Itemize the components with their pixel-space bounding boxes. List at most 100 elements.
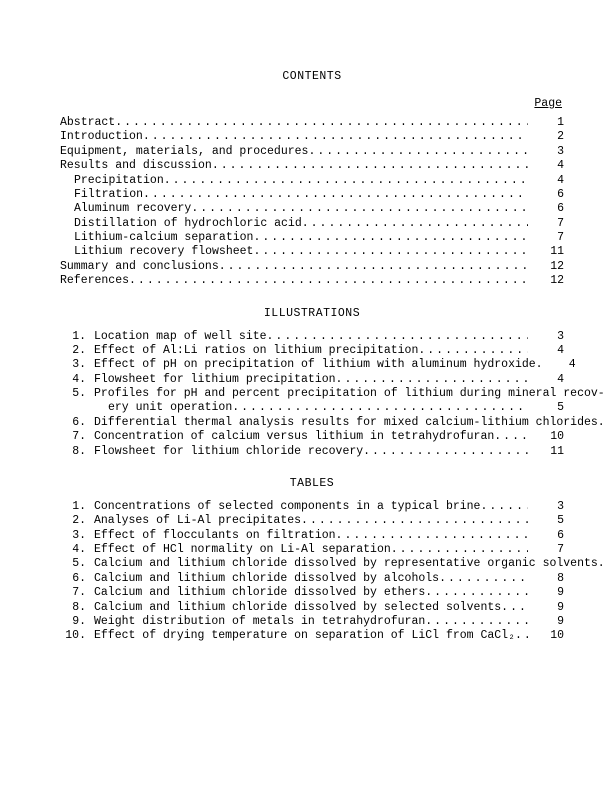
toc-row: Lithium-calcium separation7: [60, 231, 564, 245]
toc-row: 1.Concentrations of selected components …: [60, 500, 564, 514]
toc-label: Analyses of Li-Al precipitates: [94, 514, 301, 528]
toc-row: ery unit operation5: [60, 401, 564, 415]
toc-leader: [115, 116, 528, 130]
toc-label: Weight distribution of metals in tetrahy…: [94, 615, 425, 629]
toc-row: Aluminum recovery6: [60, 202, 564, 216]
toc-page: 8: [528, 572, 564, 586]
toc-page: 7: [528, 543, 564, 557]
toc-row: 8.Calcium and lithium chloride dissolved…: [60, 601, 564, 615]
toc-leader: [494, 430, 528, 444]
toc-leader: [515, 629, 528, 643]
contents-heading: CONTENTS: [60, 70, 564, 83]
toc-label: References: [60, 274, 129, 288]
toc-row: 4.Flowsheet for lithium precipitation4: [60, 373, 564, 387]
toc-number: 9.: [60, 615, 94, 629]
toc-label: Summary and conclusions: [60, 260, 219, 274]
toc-label: Flowsheet for lithium precipitation: [94, 373, 336, 387]
toc-label: Effect of HCl normality on Li-Al separat…: [94, 543, 391, 557]
toc-row: 6.Calcium and lithium chloride dissolved…: [60, 572, 564, 586]
toc-leader: [301, 514, 528, 528]
toc-label: Calcium and lithium chloride dissolved b…: [94, 572, 439, 586]
page-column-label: Page: [60, 97, 564, 110]
toc-leader: [219, 260, 528, 274]
toc-row: 8.Flowsheet for lithium chloride recover…: [60, 445, 564, 459]
toc-row: 1.Location map of well site3: [60, 330, 564, 344]
toc-page: 9: [528, 615, 564, 629]
toc-label: Concentration of calcium versus lithium …: [94, 430, 494, 444]
toc-page: 9: [605, 416, 612, 430]
toc-number: 6.: [60, 416, 94, 430]
toc-number: 4.: [60, 543, 94, 557]
toc-label: Filtration: [60, 188, 143, 202]
toc-label: Distillation of hydrochloric acid: [60, 217, 302, 231]
toc-row: 9.Weight distribution of metals in tetra…: [60, 615, 564, 629]
toc-leader: [253, 231, 528, 245]
tables-list: 1.Concentrations of selected components …: [60, 500, 564, 644]
toc-row: Summary and conclusions12: [60, 260, 564, 274]
page-container: CONTENTS Page Abstract1Introduction2Equi…: [0, 0, 612, 644]
toc-label: Effect of pH on precipitation of lithium…: [94, 358, 536, 372]
toc-page: 7: [528, 217, 564, 231]
toc-number: 3.: [60, 358, 94, 372]
toc-number: 3.: [60, 529, 94, 543]
toc-label: Calcium and lithium chloride dissolved b…: [94, 601, 501, 615]
toc-label: Precipitation: [60, 174, 164, 188]
toc-label: Profiles for pH and percent precipitatio…: [94, 387, 605, 401]
toc-label: Effect of drying temperature on separati…: [94, 629, 515, 643]
toc-row: 7.Calcium and lithium chloride dissolved…: [60, 586, 564, 600]
toc-leader: [336, 529, 528, 543]
toc-row: Precipitation4: [60, 174, 564, 188]
illustrations-list: 1.Location map of well site32.Effect of …: [60, 330, 564, 459]
toc-label: Effect of flocculants on filtration: [94, 529, 336, 543]
toc-page: 2: [528, 130, 564, 144]
toc-leader: [308, 145, 528, 159]
toc-leader: [143, 188, 528, 202]
contents-list: Abstract1Introduction2Equipment, materia…: [60, 116, 564, 289]
toc-number: 1.: [60, 330, 94, 344]
toc-label: Location map of well site: [94, 330, 267, 344]
toc-row: 6.Differential thermal analysis results …: [60, 416, 564, 430]
toc-page: 1: [528, 116, 564, 130]
toc-leader: [164, 174, 528, 188]
toc-page: 11: [528, 245, 564, 259]
toc-page: 9: [528, 586, 564, 600]
toc-row: Filtration6: [60, 188, 564, 202]
toc-page: 8: [605, 557, 612, 571]
toc-label: ery unit operation: [94, 401, 232, 415]
toc-page: 4: [528, 159, 564, 173]
toc-page: 4: [528, 344, 564, 358]
toc-number: 1.: [60, 500, 94, 514]
toc-leader: [391, 543, 528, 557]
toc-row: Equipment, materials, and procedures3: [60, 145, 564, 159]
toc-label: Lithium-calcium separation: [60, 231, 253, 245]
toc-row: Results and discussion4: [60, 159, 564, 173]
toc-leader: [418, 344, 528, 358]
toc-leader: [191, 202, 528, 216]
toc-page: 4: [540, 358, 576, 372]
toc-row: 10.Effect of drying temperature on separ…: [60, 629, 564, 643]
toc-number: 8.: [60, 601, 94, 615]
toc-page: 3: [528, 500, 564, 514]
toc-row: 5.Profiles for pH and percent precipitat…: [60, 387, 564, 401]
toc-number: 7.: [60, 586, 94, 600]
toc-row: Lithium recovery flowsheet11: [60, 245, 564, 259]
toc-page: 6: [528, 202, 564, 216]
toc-label: Differential thermal analysis results fo…: [94, 416, 605, 430]
toc-label: Concentrations of selected components in…: [94, 500, 480, 514]
toc-number: 2.: [60, 514, 94, 528]
toc-leader: [439, 572, 528, 586]
tables-heading: TABLES: [60, 477, 564, 490]
toc-leader: [267, 330, 528, 344]
toc-number: 5.: [60, 557, 94, 571]
toc-leader: [302, 217, 528, 231]
toc-row: 4.Effect of HCl normality on Li-Al separ…: [60, 543, 564, 557]
toc-row: 3.Effect of flocculants on filtration6: [60, 529, 564, 543]
toc-page: 10: [528, 430, 564, 444]
toc-label: Calcium and lithium chloride dissolved b…: [94, 557, 605, 571]
toc-row: Introduction2: [60, 130, 564, 144]
toc-page: 12: [528, 274, 564, 288]
toc-leader: [425, 586, 528, 600]
toc-number: 5.: [60, 387, 94, 401]
toc-row: Abstract1: [60, 116, 564, 130]
toc-row: Distillation of hydrochloric acid 7: [60, 217, 564, 231]
